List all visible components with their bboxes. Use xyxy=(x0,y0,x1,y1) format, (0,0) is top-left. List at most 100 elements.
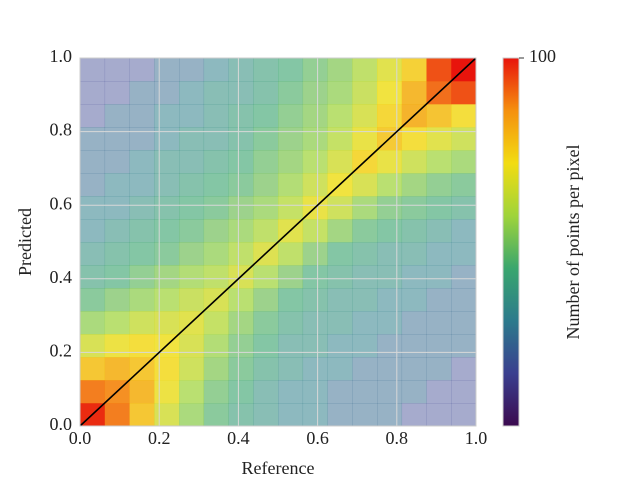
density-cell xyxy=(377,288,403,312)
density-cell xyxy=(278,242,304,266)
density-cell xyxy=(179,334,205,358)
density-cell xyxy=(203,265,229,289)
density-cell xyxy=(179,288,205,312)
density-cell xyxy=(129,150,155,174)
density-cell xyxy=(352,357,378,381)
density-cell xyxy=(451,288,477,312)
density-cell xyxy=(203,173,229,197)
density-cell xyxy=(377,334,403,358)
density-cell xyxy=(352,242,378,266)
density-cell xyxy=(278,403,304,427)
density-cell xyxy=(80,311,106,335)
density-cell xyxy=(302,127,328,151)
density-cell xyxy=(401,219,427,243)
density-cell xyxy=(179,357,205,381)
density-cell xyxy=(253,288,279,312)
density-cell xyxy=(451,357,477,381)
density-cell xyxy=(179,104,205,128)
density-cell xyxy=(451,403,477,427)
density-cell xyxy=(302,81,328,105)
density-cell xyxy=(426,242,452,266)
density-cell xyxy=(154,265,180,289)
density-cell xyxy=(129,380,155,404)
density-cell xyxy=(154,127,180,151)
density-cell xyxy=(104,104,130,128)
colorbar-label: Number of points per pixel xyxy=(563,145,583,340)
density-cell xyxy=(377,173,403,197)
x-tick-label: 0.0 xyxy=(69,428,92,448)
density-cell xyxy=(80,127,106,151)
plot-frame xyxy=(79,57,477,427)
density-cell xyxy=(426,288,452,312)
colorbar xyxy=(502,57,520,427)
density-cell xyxy=(253,380,279,404)
density-cell xyxy=(80,150,106,174)
density-cell xyxy=(352,311,378,335)
density-cell xyxy=(426,334,452,358)
density-cell xyxy=(154,311,180,335)
density-cell xyxy=(228,357,254,381)
density-cell xyxy=(179,150,205,174)
density-cell xyxy=(253,357,279,381)
density-cell xyxy=(253,104,279,128)
density-cell xyxy=(426,311,452,335)
density-cell xyxy=(253,311,279,335)
density-cell xyxy=(327,104,353,128)
density-cell xyxy=(327,334,353,358)
density-cell xyxy=(352,265,378,289)
density-cell xyxy=(327,380,353,404)
density-cell xyxy=(129,265,155,289)
density-cell xyxy=(80,196,106,220)
x-tick-label: 0.2 xyxy=(148,428,171,448)
density-cell xyxy=(352,288,378,312)
density-cell xyxy=(154,357,180,381)
density-cell xyxy=(179,81,205,105)
density-cell xyxy=(401,380,427,404)
density-cell xyxy=(104,196,130,220)
density-cell xyxy=(129,288,155,312)
density-cell xyxy=(154,196,180,220)
x-axis-label: Reference xyxy=(242,458,315,478)
density-cell xyxy=(451,196,477,220)
density-cell xyxy=(327,403,353,427)
density-cell xyxy=(401,150,427,174)
density-cell xyxy=(253,127,279,151)
density-cell xyxy=(451,242,477,266)
density-cell xyxy=(203,357,229,381)
density-cell xyxy=(327,196,353,220)
x-tick-label: 0.6 xyxy=(306,428,329,448)
density-cell xyxy=(129,58,155,82)
density-cell xyxy=(253,219,279,243)
density-cell xyxy=(352,81,378,105)
density-cell xyxy=(179,242,205,266)
density-cell xyxy=(80,81,106,105)
density-cell xyxy=(154,242,180,266)
density-cell xyxy=(278,150,304,174)
density-cell xyxy=(129,311,155,335)
y-tick-label: 1.0 xyxy=(50,46,73,66)
density-cell xyxy=(352,173,378,197)
density-cell xyxy=(327,81,353,105)
density-cell xyxy=(278,196,304,220)
density-cell xyxy=(228,58,254,82)
density-cell xyxy=(401,242,427,266)
density-cell xyxy=(228,380,254,404)
density-cell xyxy=(426,196,452,220)
density-cell xyxy=(228,403,254,427)
y-tick-label: 0.8 xyxy=(50,120,73,140)
density-cell xyxy=(302,334,328,358)
density-cell xyxy=(203,81,229,105)
density-cell xyxy=(451,380,477,404)
density-cell xyxy=(104,81,130,105)
density-cell xyxy=(327,288,353,312)
density-cell xyxy=(302,265,328,289)
density-cell xyxy=(129,173,155,197)
density-cell xyxy=(154,81,180,105)
density-cell xyxy=(80,334,106,358)
density-cell xyxy=(302,150,328,174)
density-cell xyxy=(401,288,427,312)
density-cell xyxy=(253,81,279,105)
density-cell xyxy=(179,173,205,197)
density-cell xyxy=(80,173,106,197)
density-cell xyxy=(228,150,254,174)
